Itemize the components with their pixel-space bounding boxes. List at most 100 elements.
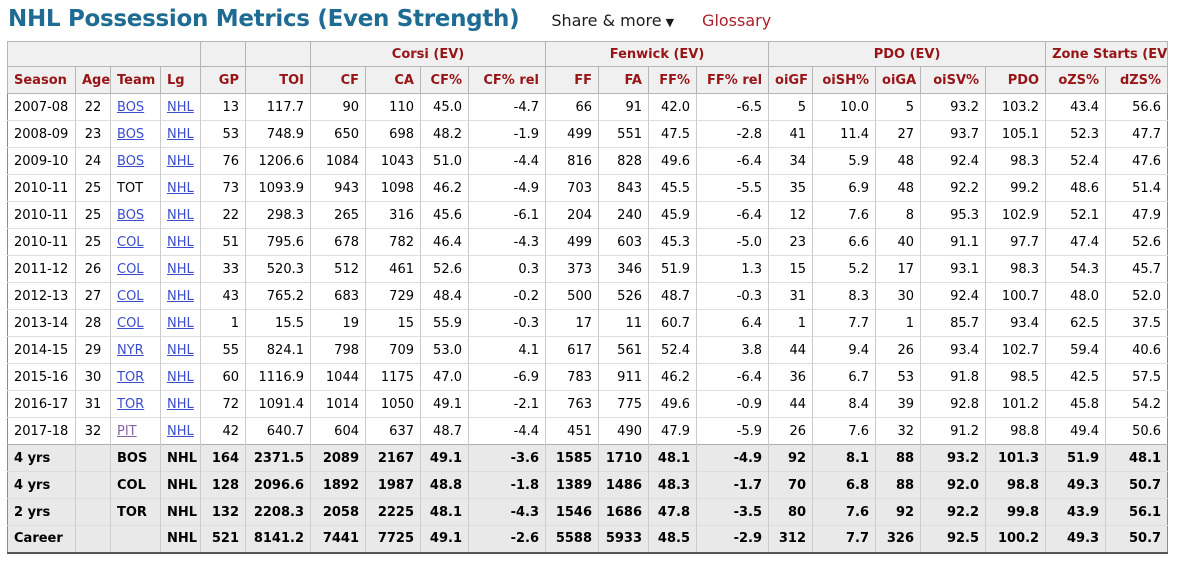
team-link[interactable]: PIT [117, 423, 137, 439]
col-header-ff[interactable]: FF [545, 66, 599, 94]
glossary-link[interactable]: Glossary [702, 11, 772, 30]
col-header-oisv[interactable]: oiSV% [920, 66, 987, 94]
col-header-cf-rel[interactable]: CF% rel [468, 66, 546, 94]
summary-row: Career NHL 521 8141.2 7441 7725 49.1 -2.6 5588 59… [7, 525, 1168, 553]
stat-cell: -6.5 [695, 93, 769, 121]
league-link[interactable]: NHL [167, 423, 194, 439]
stat-cell: 6.4 [695, 309, 769, 337]
stat-cell: 49.3 [1045, 471, 1106, 499]
league-link[interactable]: NHL [167, 126, 194, 142]
league-link[interactable]: NHL [167, 369, 194, 385]
col-header-gp[interactable]: GP [200, 66, 246, 94]
team-cell: BOS [110, 93, 161, 121]
col-header-oigf[interactable]: oiGF [768, 66, 814, 94]
table-row: 2008-09 23 BOS NHL 53 748.9 650 698 48.2 -1.9 499 5… [7, 120, 1168, 148]
team-cell: TOR [110, 363, 161, 391]
league-link[interactable]: NHL [167, 315, 194, 331]
col-header-lg[interactable]: Lg [160, 66, 201, 94]
col-header-cf[interactable]: CF [310, 66, 366, 94]
league-link[interactable]: NHL [167, 180, 194, 196]
team-link[interactable]: BOS [117, 153, 145, 169]
col-header-pdo[interactable]: PDO [985, 66, 1047, 94]
col-header-cf[interactable]: CF% [420, 66, 469, 94]
stat-cell: 10.0 [812, 93, 876, 121]
stat-cell: 1084 [310, 147, 366, 175]
team-link[interactable]: COL [117, 288, 144, 304]
team-link[interactable]: COL [117, 315, 144, 331]
col-header-ozs[interactable]: oZS% [1045, 66, 1107, 94]
league-link[interactable]: NHL [167, 396, 194, 412]
league-link[interactable]: NHL [167, 261, 194, 277]
team-link[interactable]: COL [117, 261, 144, 277]
stat-cell: 50.7 [1105, 525, 1168, 553]
team-cell: COL [110, 471, 161, 499]
league-cell: NHL [160, 471, 201, 499]
league-link[interactable]: NHL [167, 207, 194, 223]
stat-cell: 36 [768, 363, 813, 391]
stat-cell: 48.1 [1105, 444, 1168, 472]
stat-cell: 85.7 [920, 309, 986, 337]
col-header-ff-rel[interactable]: FF% rel [695, 66, 770, 94]
league-link[interactable]: NHL [167, 288, 194, 304]
stat-cell: 2167 [365, 444, 421, 472]
stat-cell: 640.7 [245, 417, 311, 445]
league-link[interactable]: NHL [167, 99, 194, 115]
col-header-age[interactable]: Age [75, 66, 111, 94]
col-header-fa[interactable]: FA [598, 66, 649, 94]
col-header-dzs[interactable]: dZS% [1105, 66, 1169, 94]
stat-cell: 1892 [310, 471, 366, 499]
stat-cell: 7.6 [812, 201, 876, 229]
share-more-menu[interactable]: Share & more ▼ [551, 11, 674, 30]
stat-cell: -0.3 [468, 309, 546, 337]
stat-cell: 92.0 [920, 471, 986, 499]
league-link[interactable]: NHL [167, 342, 194, 358]
col-header-ff[interactable]: FF% [648, 66, 697, 94]
stat-cell: 93.7 [920, 120, 986, 148]
stat-cell: -6.1 [468, 201, 546, 229]
col-header-season[interactable]: Season [7, 66, 76, 94]
stat-cell: 101.3 [985, 444, 1046, 472]
season-cell: 2016-17 [7, 390, 76, 418]
stat-cell: 1546 [545, 498, 599, 526]
stat-cell: 461 [365, 255, 421, 283]
team-link[interactable]: BOS [117, 207, 145, 223]
league-link[interactable]: NHL [167, 234, 194, 250]
stat-cell: 8141.2 [245, 525, 311, 553]
stat-cell: 22 [200, 201, 246, 229]
stat-cell: 42.0 [648, 93, 697, 121]
stat-cell: 91.8 [920, 363, 986, 391]
stat-cell: -2.9 [695, 525, 769, 553]
league-link[interactable]: NHL [167, 153, 194, 169]
col-header-toi[interactable]: TOI [245, 66, 311, 94]
season-cell: 2008-09 [7, 120, 76, 148]
stat-cell: 32 [875, 417, 921, 445]
col-header-oiga[interactable]: oiGA [875, 66, 922, 94]
age-cell: 25 [75, 201, 111, 229]
stat-cell: 47.0 [420, 363, 469, 391]
stat-cell: 72 [200, 390, 246, 418]
team-link[interactable]: TOR [117, 369, 145, 385]
stat-cell: 54.2 [1105, 390, 1168, 418]
stat-cell: -2.6 [468, 525, 546, 553]
stat-cell: 105.1 [985, 120, 1046, 148]
stat-cell: 7.6 [812, 498, 876, 526]
team-link[interactable]: COL [117, 234, 144, 250]
team-cell: COL [110, 282, 161, 310]
stat-cell: 88 [875, 444, 921, 472]
stat-cell: 3.8 [695, 336, 769, 364]
age-cell: 31 [75, 390, 111, 418]
stat-cell: 33 [200, 255, 246, 283]
team-link[interactable]: NYR [117, 342, 144, 358]
stat-cell: 795.6 [245, 228, 311, 256]
stat-cell: 816 [545, 147, 599, 175]
stat-cell: 49.1 [420, 444, 469, 472]
stat-cell: 603 [598, 228, 649, 256]
col-header-ca[interactable]: CA [365, 66, 421, 94]
col-header-team[interactable]: Team [110, 66, 161, 94]
season-cell: 2010-11 [7, 201, 76, 229]
col-header-oish[interactable]: oiSH% [812, 66, 877, 94]
team-link[interactable]: BOS [117, 126, 145, 142]
team-link[interactable]: TOR [117, 396, 145, 412]
team-link[interactable]: BOS [117, 99, 145, 115]
stat-cell: 45.9 [648, 201, 697, 229]
